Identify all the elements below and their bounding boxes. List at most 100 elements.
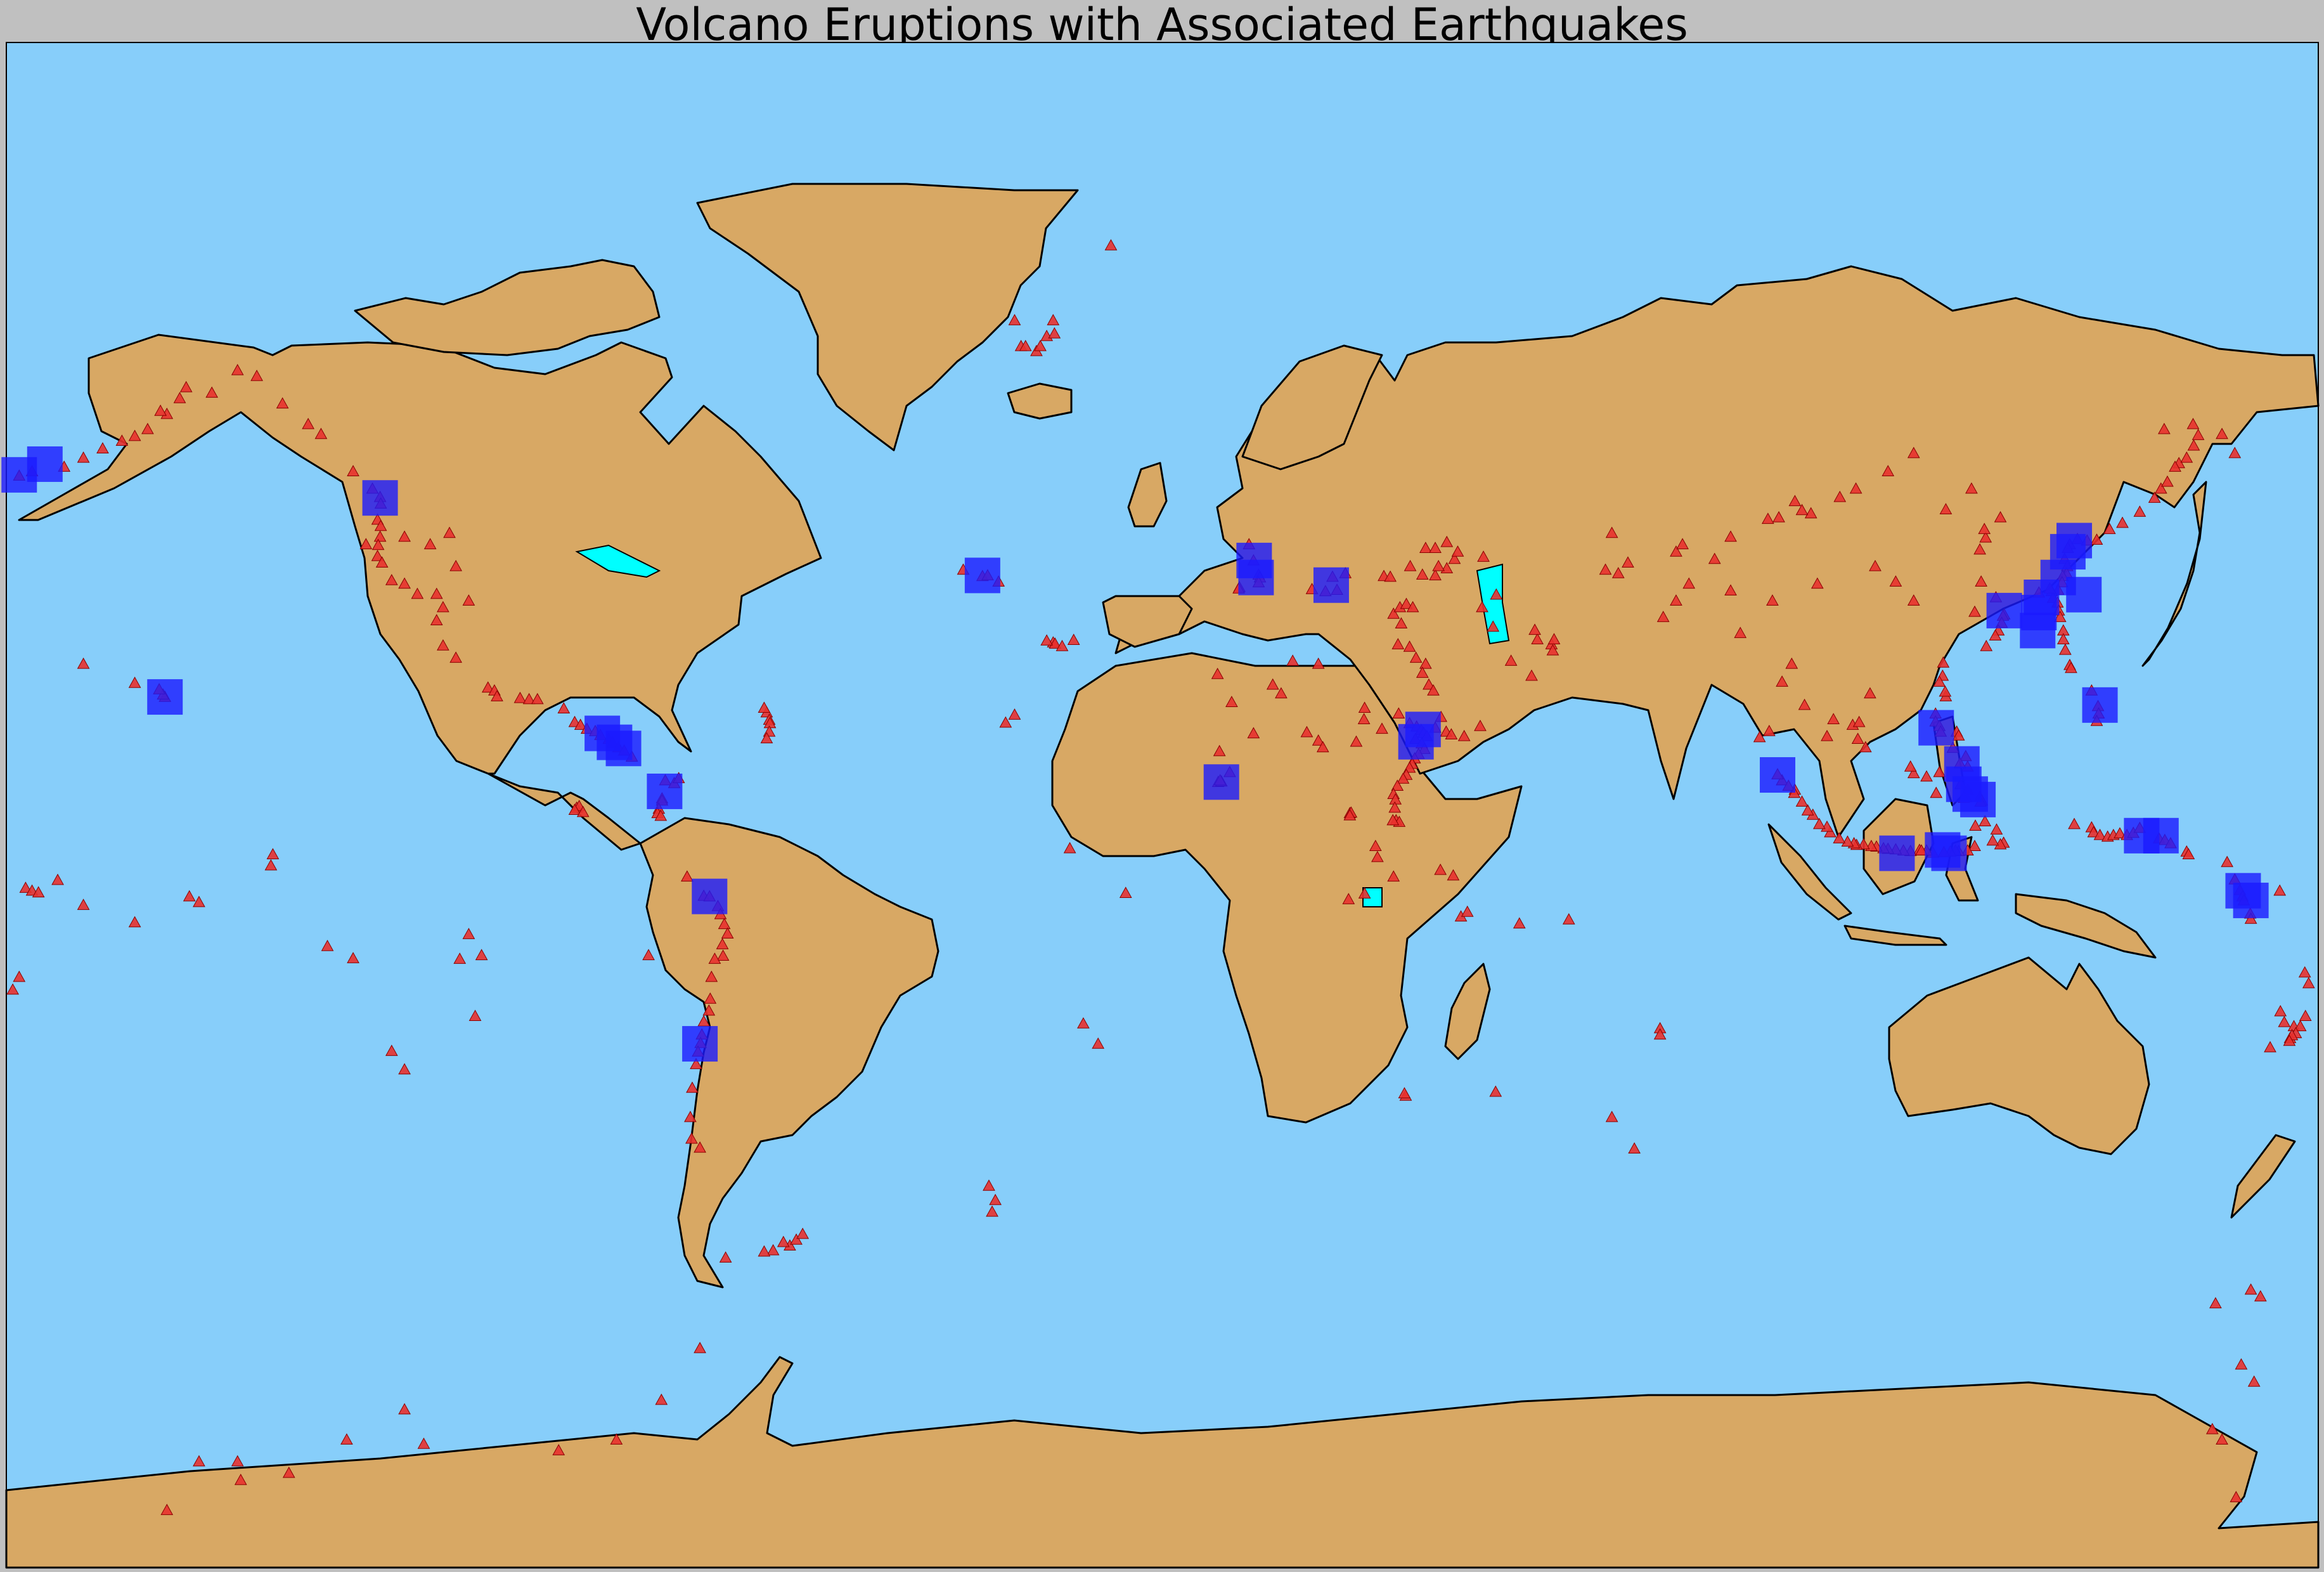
volcano-marker	[2154, 482, 2167, 494]
volcano-marker	[1008, 708, 1021, 720]
volcano-marker	[1429, 569, 1442, 581]
volcano-marker	[2209, 1297, 2222, 1309]
volcano-marker	[1547, 633, 1561, 644]
volcano-marker	[1889, 575, 1902, 587]
volcano-marker	[999, 716, 1012, 728]
earthquake-marker	[692, 878, 728, 914]
volcano-marker	[1528, 623, 1541, 635]
volcano-marker	[1416, 666, 1429, 678]
volcano-marker	[552, 1444, 565, 1455]
volcano-marker	[1562, 913, 1575, 925]
volcano-marker	[2068, 817, 2081, 829]
volcano-marker	[1316, 741, 1329, 753]
volcano-marker	[690, 1058, 702, 1069]
volcano-marker	[513, 691, 527, 703]
volcano-marker	[2093, 828, 2107, 840]
volcano-marker	[385, 574, 398, 585]
volcano-marker	[1397, 772, 1410, 784]
volcano-marker	[1776, 675, 1788, 687]
volcano-marker	[2254, 1290, 2267, 1302]
volcano-marker	[704, 992, 717, 1004]
japan	[2141, 481, 2207, 667]
volcano-marker	[193, 1455, 205, 1467]
volcano-marker	[2230, 1491, 2243, 1502]
volcano-marker	[375, 556, 389, 568]
volcano-marker	[1628, 1142, 1641, 1154]
volcano-marker	[1312, 657, 1325, 669]
iceland	[1007, 382, 1073, 420]
volcano-marker	[1605, 1110, 1618, 1122]
volcano-marker	[398, 1063, 411, 1075]
volcano-marker	[684, 1110, 697, 1122]
volcano-marker	[1788, 495, 1802, 507]
volcano-marker	[491, 690, 503, 701]
volcano-marker	[1798, 698, 1811, 710]
volcano-marker	[1859, 741, 1872, 753]
volcano-marker	[2053, 611, 2067, 622]
volcano-marker	[234, 1474, 247, 1485]
volcano-marker	[2161, 475, 2174, 487]
volcano-marker	[716, 938, 729, 949]
volcano-marker	[1419, 657, 1432, 669]
volcano-marker	[1312, 734, 1325, 746]
volcano-marker	[1907, 594, 1920, 606]
volcano-marker	[1369, 840, 1382, 851]
volcano-marker	[1247, 727, 1260, 739]
volcano-marker	[1447, 869, 1460, 881]
volcano-marker	[716, 949, 730, 961]
volcano-marker	[1670, 594, 1682, 606]
volcano-marker	[1653, 1028, 1667, 1040]
volcano-marker	[1019, 339, 1032, 351]
sumatra	[1767, 823, 1852, 921]
volcano-marker	[1391, 638, 1405, 649]
volcano-marker	[1371, 850, 1384, 862]
volcano-marker	[2148, 491, 2161, 503]
volcano-marker	[1933, 765, 1946, 777]
volcano-marker	[231, 1455, 244, 1467]
volcano-marker	[266, 848, 280, 860]
volcano-marker	[1708, 552, 1721, 564]
volcano-marker	[1907, 767, 1920, 779]
british-isles	[1127, 462, 1168, 528]
earthquake-marker	[1918, 710, 1954, 746]
antarctica	[5, 1356, 2320, 1569]
volcano-marker	[77, 657, 90, 669]
volcano-marker	[1104, 239, 1118, 250]
volcano-marker	[2056, 633, 2070, 644]
volcano-marker	[2278, 1015, 2291, 1027]
volcano-marker	[1724, 530, 1737, 542]
volcano-marker	[760, 732, 773, 744]
volcano-marker	[989, 1193, 1002, 1205]
volcano-marker	[1489, 1085, 1502, 1097]
volcano-marker	[1766, 594, 1779, 606]
volcano-marker	[1357, 713, 1371, 725]
volcano-marker	[1986, 834, 1999, 846]
volcano-marker	[276, 397, 289, 409]
volcano-marker	[1920, 770, 1933, 782]
volcano-marker	[437, 639, 449, 651]
volcano-marker	[1384, 570, 1397, 582]
volcano-marker	[359, 538, 373, 550]
volcano-marker	[314, 427, 328, 439]
volcano-marker	[576, 805, 590, 817]
volcano-marker	[32, 886, 45, 898]
volcano-marker	[1423, 678, 1435, 690]
volcano-marker	[340, 1433, 353, 1445]
volcano-marker	[1682, 577, 1696, 589]
iberia	[1102, 595, 1193, 648]
volcano-marker	[2283, 1034, 2296, 1046]
volcano-marker	[1753, 731, 1766, 743]
earthquake-marker	[1879, 835, 1915, 871]
volcano-marker	[2302, 977, 2315, 989]
volcano-marker	[1979, 815, 1992, 827]
volcano-marker	[1761, 512, 1774, 524]
new-guinea	[2015, 893, 2157, 959]
volcano-marker	[398, 1403, 411, 1415]
volcano-marker	[2264, 1041, 2276, 1053]
volcano-marker	[1476, 601, 1488, 613]
volcano-marker	[1048, 327, 1061, 339]
volcano-marker	[777, 1235, 790, 1247]
volcano-marker	[2228, 446, 2242, 458]
volcano-marker	[1055, 640, 1069, 651]
